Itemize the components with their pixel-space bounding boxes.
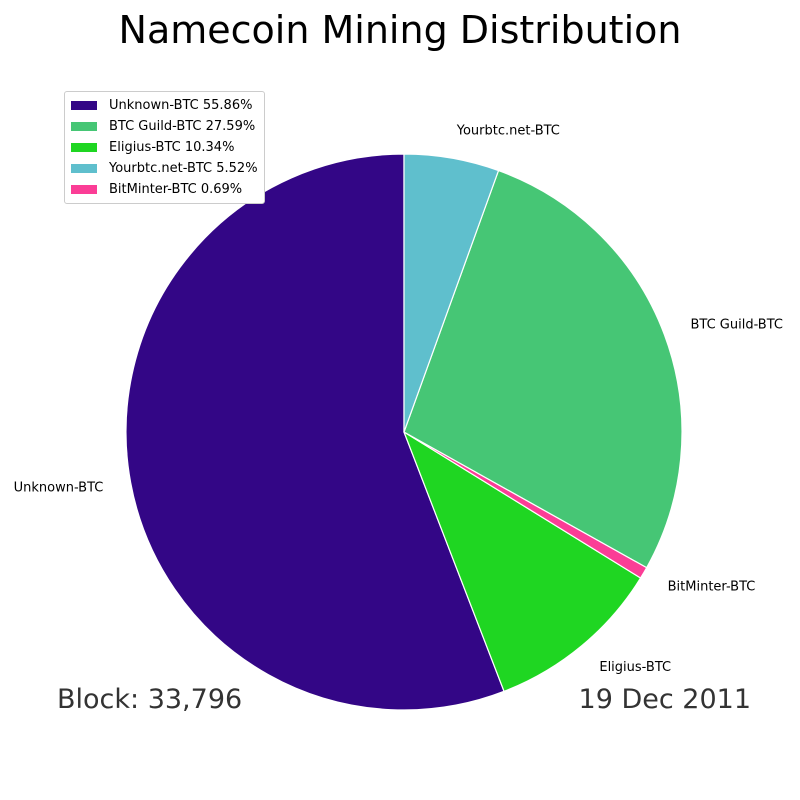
legend-label: Eligius-BTC 10.34% [109,140,235,155]
pie-label-yourbtc-net-btc: Yourbtc.net-BTC [456,123,560,138]
legend-label: BTC Guild-BTC 27.59% [109,119,256,134]
pie-label-unknown-btc: Unknown-BTC [14,480,104,495]
pie-label-bitminter-btc: BitMinter-BTC [668,579,756,594]
legend-item-yourbtc-net-btc: Yourbtc.net-BTC 5.52% [71,158,258,179]
legend-label: Yourbtc.net-BTC 5.52% [109,161,258,176]
block-height-label: Block: 33,796 [57,684,243,715]
legend-swatch [71,101,97,110]
legend-item-unknown-btc: Unknown-BTC 55.86% [71,95,258,116]
legend-swatch [71,185,97,194]
pie-slice-btc-guild-btc [403,169,683,569]
chart-title: Namecoin Mining Distribution [118,8,682,52]
legend-label: Unknown-BTC 55.86% [109,98,253,113]
legend-swatch [71,143,97,152]
pie-slice-unknown-btc [125,153,505,711]
legend-item-eligius-btc: Eligius-BTC 10.34% [71,137,258,158]
legend-swatch [71,164,97,173]
chart-legend: Unknown-BTC 55.86% BTC Guild-BTC 27.59% El… [64,91,265,204]
pie-slice-yourbtc-net-btc [403,153,500,433]
legend-swatch [71,122,97,131]
pie-slice-eligius-btc [403,431,642,692]
pie-label-btc-guild-btc: BTC Guild-BTC [690,318,783,333]
date-label: 19 Dec 2011 [578,684,751,715]
legend-label: BitMinter-BTC 0.69% [109,182,243,197]
pie-label-eligius-btc: Eligius-BTC [599,660,671,675]
legend-item-bitminter-btc: BitMinter-BTC 0.69% [71,179,258,200]
legend-item-btc-guild-btc: BTC Guild-BTC 27.59% [71,116,258,137]
